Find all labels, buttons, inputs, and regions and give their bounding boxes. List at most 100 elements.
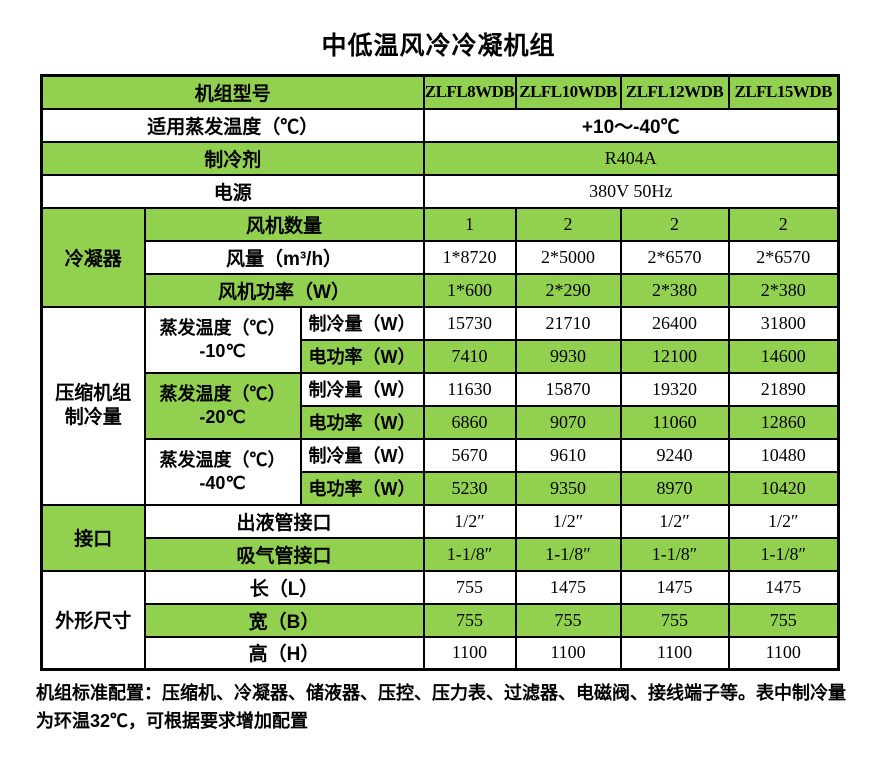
data-cell: 5670 [422,437,517,473]
row-label: 电功率（W） [299,470,425,506]
header-row: 机组型号 ZLFL8WDB ZLFL10WDB ZLFL12WDB ZLFL15… [40,74,840,110]
data-cell: 755 [422,569,517,605]
standard-configuration-note: 机组标准配置：压缩机、冷凝器、储液器、压控、压力表、过滤器、电磁阀、接线端子等。… [36,683,846,731]
data-cell: 1-1/8″ [727,536,840,572]
data-cell: 12100 [619,338,730,374]
temp-line1: 蒸发温度（℃） [159,384,286,404]
temp-line2: -20℃ [199,406,246,427]
temp-label-minus40: 蒸发温度（℃） -40℃ [143,437,302,506]
data-cell: 1/2″ [619,503,730,539]
temp-line1: 蒸发温度（℃） [159,318,286,338]
row-label: 电功率（W） [299,338,425,374]
row-input-power-minus40: 电功率（W） 5230 9350 8970 10420 [42,470,840,506]
row-label: 制冷量（W） [299,437,425,473]
data-cell: 1-1/8″ [619,536,730,572]
data-cell: 5230 [422,470,517,506]
row-label: 制冷剂 [40,140,425,176]
row-fan-power: 风机功率（W） 1*600 2*290 2*380 2*380 [42,272,840,308]
row-label: 吸气管接口 [143,536,425,572]
row-value: R404A [422,140,840,176]
data-cell: 1 [422,206,517,242]
data-cell: 1100 [619,635,730,671]
temp-line1: 蒸发温度（℃） [159,450,286,470]
data-cell: 14600 [727,338,840,374]
data-cell: 2*380 [727,272,840,308]
row-label: 宽（B） [143,602,425,638]
data-cell: 1/2″ [727,503,840,539]
row-refrigerant: 制冷剂 R404A [40,140,840,176]
data-cell: 2*6570 [619,239,730,275]
row-input-power-minus10: 电功率（W） 7410 9930 12100 14600 [42,338,840,374]
model-name: ZLFL15WDB [727,74,840,110]
row-label: 制冷量（W） [299,371,425,407]
row-label: 高（H） [143,635,425,671]
data-cell: 2*5000 [514,239,622,275]
data-cell: 2*290 [514,272,622,308]
data-cell: 1100 [727,635,840,671]
row-suction-pipe: 吸气管接口 1-1/8″ 1-1/8″ 1-1/8″ 1-1/8″ [42,536,840,572]
data-cell: 1100 [514,635,622,671]
temp-label-minus10: 蒸发温度（℃） -10℃ [143,305,302,374]
spec-sheet-page: 中低温风冷冷凝机组 机组型号 ZLFL8WDB ZLFL10WDB ZLFL12… [36,33,846,731]
data-cell: 1-1/8″ [422,536,517,572]
row-label: 长（L） [143,569,425,605]
row-power-supply: 电源 380V 50Hz [40,173,840,209]
row-cooling-capacity-minus20: 蒸发温度（℃） -20℃ 制冷量（W） 11630 15870 19320 21… [42,371,840,440]
data-cell: 21890 [727,371,840,407]
header-label: 机组型号 [40,74,425,110]
data-cell: 9930 [514,338,622,374]
group-label-condenser: 冷凝器 [40,206,146,308]
data-cell: 2 [619,206,730,242]
data-cell: 755 [727,602,840,638]
row-length: 外形尺寸 长（L） 755 1475 1475 1475 [40,569,840,671]
data-cell: 11060 [619,404,730,440]
temp-line2: -10℃ [199,340,246,361]
model-name: ZLFL12WDB [619,74,730,110]
data-cell: 755 [619,602,730,638]
data-cell: 26400 [619,305,730,341]
data-cell: 31800 [727,305,840,341]
data-cell: 1475 [619,569,730,605]
row-value: 380V 50Hz [422,173,840,209]
model-name: ZLFL8WDB [422,74,517,110]
group-label-line2: 制冷量 [64,406,122,428]
data-cell: 12860 [727,404,840,440]
row-label: 电源 [40,173,425,209]
data-cell: 15870 [514,371,622,407]
data-cell: 1*8720 [422,239,517,275]
data-cell: 1100 [422,635,517,671]
data-cell: 1/2″ [422,503,517,539]
data-cell: 19320 [619,371,730,407]
row-label: 出液管接口 [143,503,425,539]
data-cell: 9350 [514,470,622,506]
data-cell: 11630 [422,371,517,407]
spec-table: 机组型号 ZLFL8WDB ZLFL10WDB ZLFL12WDB ZLFL15… [40,74,841,671]
group-label-line1: 压缩机组 [55,382,132,404]
data-cell: 1475 [514,569,622,605]
group-label-ports: 接口 [40,503,146,572]
data-cell: 1475 [727,569,840,605]
row-evap-temp-range: 适用蒸发温度（℃） +10～-40℃ [40,107,840,143]
data-cell: 2*6570 [727,239,840,275]
row-input-power-minus20: 电功率（W） 6860 9070 11060 12860 [42,404,840,440]
row-cooling-capacity-minus10: 压缩机组 制冷量 蒸发温度（℃） -10℃ 制冷量（W） 15730 21710… [40,305,840,506]
row-fan-count: 冷凝器 风机数量 1 2 2 2 [40,206,840,308]
data-cell: 21710 [514,305,622,341]
row-liquid-outlet: 接口 出液管接口 1/2″ 1/2″ 1/2″ 1/2″ [40,503,840,572]
row-label: 风量（m³/h） [143,239,425,275]
data-cell: 1/2″ [514,503,622,539]
data-cell: 9240 [619,437,730,473]
model-name: ZLFL10WDB [514,74,622,110]
data-cell: 7410 [422,338,517,374]
row-cooling-capacity-minus40: 蒸发温度（℃） -40℃ 制冷量（W） 5670 9610 9240 10480 [42,437,840,506]
data-cell: 15730 [422,305,517,341]
row-air-flow: 风量（m³/h） 1*8720 2*5000 2*6570 2*6570 [42,239,840,275]
data-cell: 10420 [727,470,840,506]
row-value: +10～-40℃ [422,107,840,143]
row-label: 电功率（W） [299,404,425,440]
data-cell: 2*380 [619,272,730,308]
data-cell: 10480 [727,437,840,473]
group-label-dimensions: 外形尺寸 [40,569,146,671]
data-cell: 1-1/8″ [514,536,622,572]
row-height: 高（H） 1100 1100 1100 1100 [42,635,840,671]
